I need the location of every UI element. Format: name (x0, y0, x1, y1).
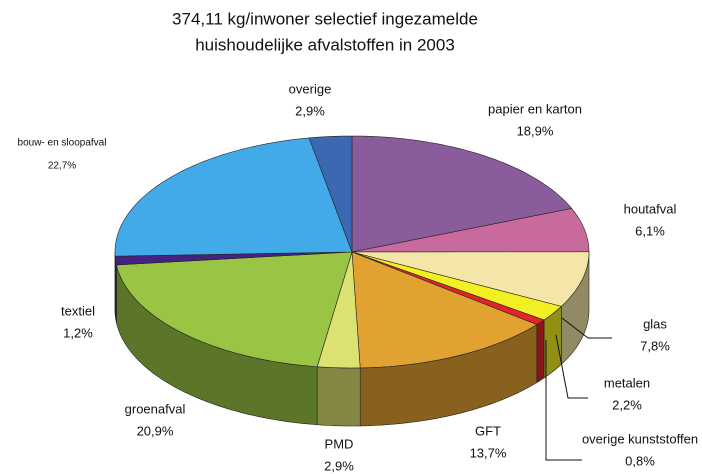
chart-title: 374,11 kg/inwoner selectief ingezamelde (172, 9, 478, 28)
leader-line (561, 317, 612, 339)
slice-value-label: 6,1% (635, 223, 665, 238)
slice (351, 251, 562, 321)
slice (351, 251, 538, 369)
slice-label: PMD (325, 436, 354, 451)
leader-line (555, 334, 588, 399)
slice (316, 251, 361, 369)
slice-value-label: 7,8% (640, 338, 670, 353)
slice (351, 208, 590, 253)
slice (351, 135, 573, 253)
slice-label: GFT (475, 423, 501, 438)
slice (351, 251, 590, 307)
slice-label: glas (643, 316, 667, 331)
slice-value-label: 1,2% (63, 325, 93, 340)
pie-sides (114, 251, 590, 427)
slice-label: groenafval (125, 401, 186, 416)
slice (114, 137, 353, 257)
slice-label: metalen (604, 375, 650, 390)
slice (308, 135, 353, 253)
slice-label: bouw- en sloopafval (18, 138, 107, 149)
slice-label: houtafval (624, 201, 677, 216)
labels: papier en karton 18,9% houtafval 6,1% glas 7,… (18, 81, 699, 473)
slice-value-label: 2,9% (324, 458, 354, 473)
slice-value-label: 20,9% (137, 423, 174, 438)
slice-value-label: 22,7% (48, 161, 76, 172)
slice-label: textiel (61, 303, 95, 318)
slice (116, 251, 353, 368)
slice-side (536, 319, 545, 384)
slice-label: overige kunststoffen (582, 431, 698, 446)
slice-side (316, 366, 361, 427)
leader-line (545, 340, 582, 461)
slice-value-label: 2,9% (295, 103, 325, 118)
slice-value-label: 13,7% (470, 445, 507, 460)
slice-value-label: 0,8% (625, 453, 655, 468)
slice-label: papier en karton (488, 101, 582, 116)
slice-value-label: 18,9% (517, 123, 554, 138)
pie-tops (114, 135, 590, 369)
slice-value-label: 2,2% (612, 397, 642, 412)
slice-label: overige (289, 81, 332, 96)
chart-title: huishoudelijke afvalstoffen in 2003 (195, 35, 455, 54)
